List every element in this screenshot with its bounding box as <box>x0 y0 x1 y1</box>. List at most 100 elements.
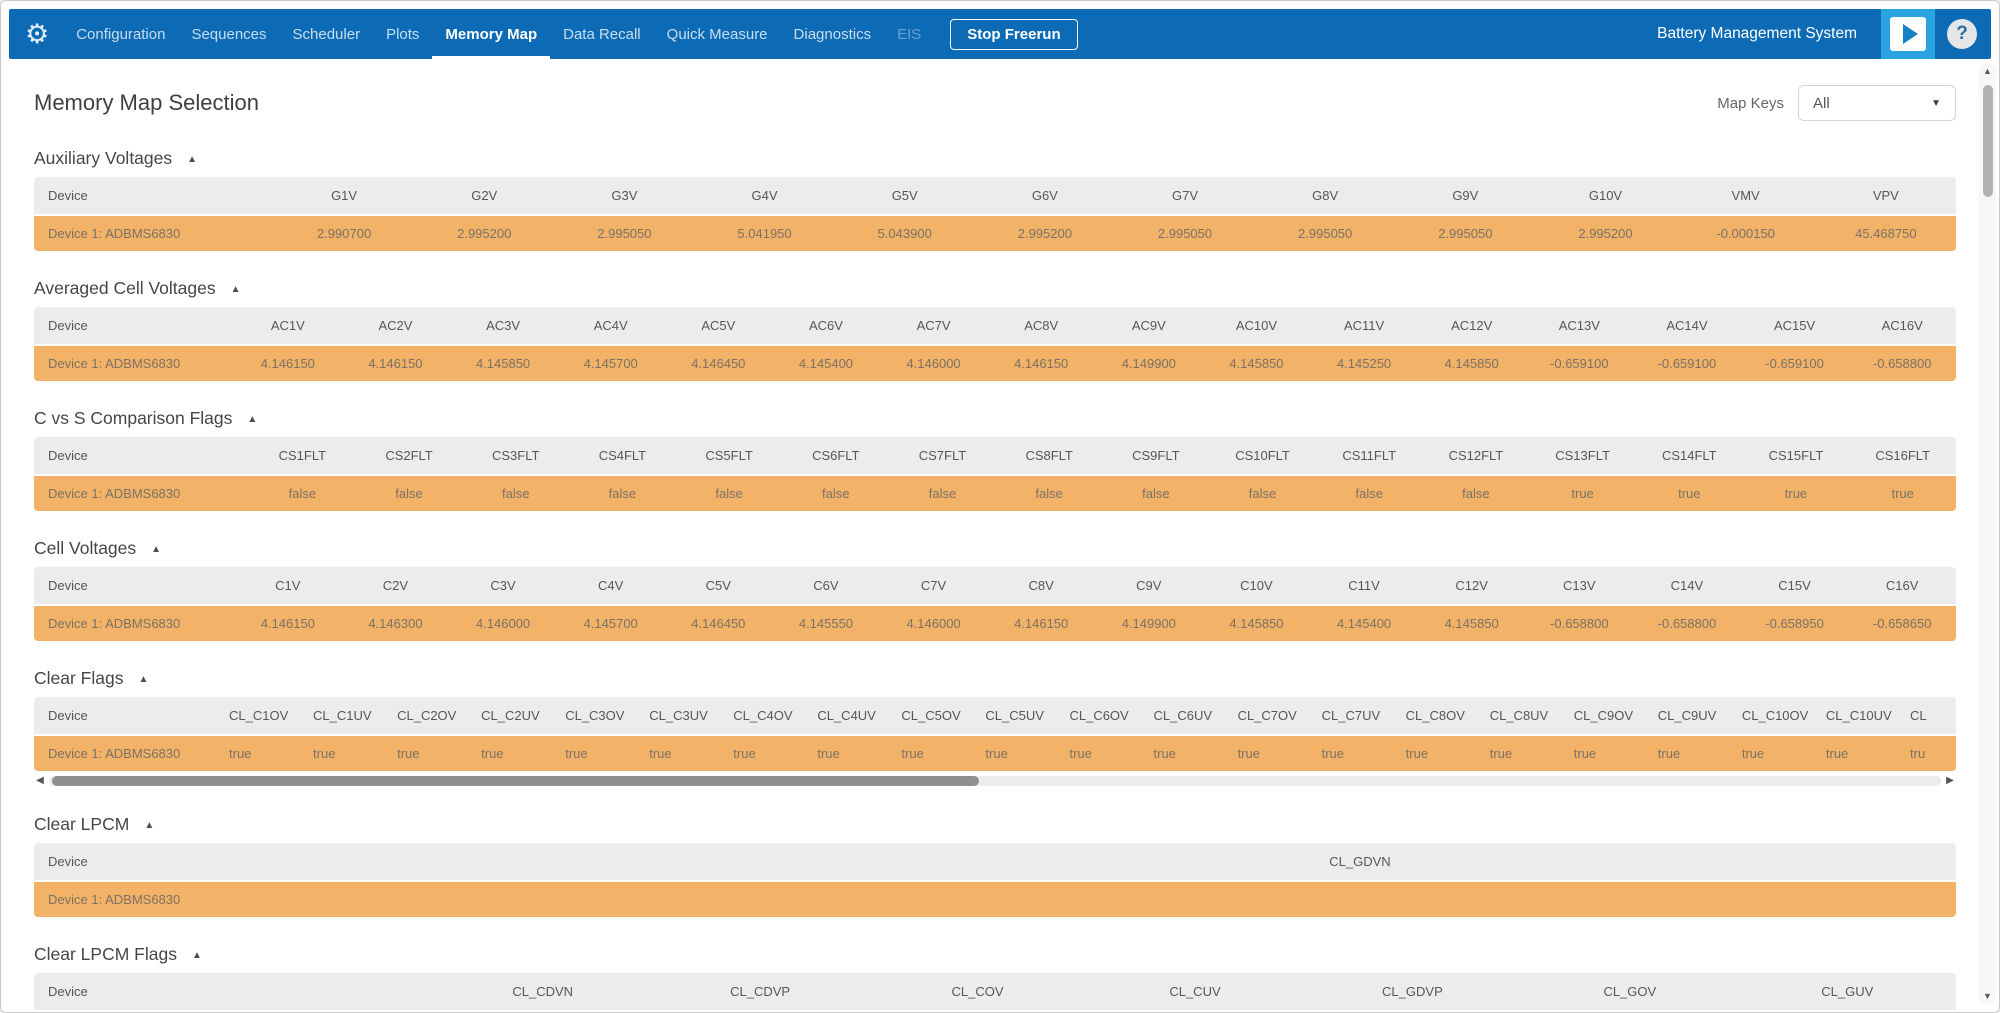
table-row[interactable]: Device 1: ADBMS6830 <box>34 880 1956 917</box>
play-icon <box>1890 17 1926 51</box>
page-title: Memory Map Selection <box>34 90 259 115</box>
value-cell: 45.468750 <box>1815 214 1956 251</box>
run-button[interactable] <box>1881 9 1935 59</box>
value-cell: true <box>1563 734 1648 771</box>
collapse-icon[interactable]: ▲ <box>144 820 155 831</box>
column-header: G7V <box>1114 177 1256 215</box>
value-cell: 4.145550 <box>772 604 880 641</box>
value-cell: 2.995200 <box>1535 214 1676 251</box>
value-cell: true <box>471 734 556 771</box>
value-cell: true <box>1227 734 1312 771</box>
value-cell: 5.041950 <box>694 214 835 251</box>
scroll-right-icon[interactable]: ▶ <box>1946 775 1954 786</box>
value-cell: 2.995200 <box>414 214 555 251</box>
value-cell: -0.658800 <box>1525 604 1634 641</box>
column-header: G4V <box>694 177 835 215</box>
column-header: G3V <box>554 177 695 215</box>
value-cell: true <box>1529 474 1636 511</box>
horizontal-scrollbar[interactable]: ◀ ▶ <box>34 774 1956 787</box>
value-cell: false <box>1422 474 1530 511</box>
column-header: C16V <box>1848 567 1956 605</box>
data-table: Device C1V C2V C3V C4V C5V C6V C7V C8V C9V C10V C11… <box>34 567 1956 641</box>
value-cell: true <box>1731 734 1816 771</box>
table-row[interactable]: Device 1: ADBMS6830 true true true true true t… <box>34 734 1956 771</box>
map-keys-group: Map Keys All ▼ <box>1717 85 1956 121</box>
column-header: CL_GOV <box>1521 973 1739 1011</box>
nav-item-sequences[interactable]: Sequences <box>191 25 267 43</box>
column-header: CL_C4UV <box>807 697 892 735</box>
nav-item-eis: EIS <box>897 25 922 43</box>
value-cell: 4.146150 <box>234 344 342 381</box>
column-header: C13V <box>1525 567 1634 605</box>
collapse-icon[interactable]: ▲ <box>187 154 198 165</box>
column-header: AC2V <box>341 307 450 345</box>
horizontal-scroll-thumb[interactable] <box>52 775 980 786</box>
value-cell: true <box>1059 734 1144 771</box>
value-cell: 2.995050 <box>1114 214 1256 251</box>
value-cell: true <box>1849 474 1956 511</box>
table-row[interactable]: Device 1: ADBMS6830 false false false false f… <box>34 474 1956 511</box>
value-cell: 4.149900 <box>1095 604 1203 641</box>
collapse-icon[interactable]: ▲ <box>191 950 202 961</box>
nav-item-memory-map[interactable]: Memory Map <box>432 9 551 59</box>
value-cell: true <box>807 734 892 771</box>
horizontal-scroll-track[interactable] <box>49 775 1941 786</box>
column-header: CL_C8UV <box>1479 697 1564 735</box>
section-title: Cell Voltages <box>34 538 137 558</box>
column-header: CS12FLT <box>1422 437 1530 475</box>
table-row[interactable]: Device 1: ADBMS6830 2.990700 2.995200 2.995… <box>34 214 1956 251</box>
nav-item-scheduler[interactable]: Scheduler <box>292 25 361 43</box>
nav-item-configuration[interactable]: Configuration <box>76 25 166 43</box>
scroll-up-icon[interactable]: ▲ <box>1983 66 1992 76</box>
device-cell: Device 1: ADBMS6830 <box>34 734 219 771</box>
section-averaged-cell-voltages: Averaged Cell Voltages ▲ Device AC1V AC2V AC3… <box>34 278 1956 381</box>
column-header: CL_C10UV <box>1815 697 1900 735</box>
column-header: G2V <box>414 177 555 215</box>
column-header: CL_CUV <box>1086 973 1304 1011</box>
value-cell: true <box>387 734 472 771</box>
stop-freerun-button[interactable]: Stop Freerun <box>950 18 1078 50</box>
data-table: Device CL_C1OV CL_C1UV CL_C2OV CL_C2UV CL_C3O… <box>34 697 1956 771</box>
value-cell: -0.658800 <box>1848 344 1956 381</box>
column-header: CL_C5UV <box>975 697 1060 735</box>
column-header: AC14V <box>1633 307 1741 345</box>
value-cell: 2.995050 <box>1255 214 1396 251</box>
value-cell <box>1738 1010 1956 1012</box>
column-header: VMV <box>1675 177 1816 215</box>
vertical-scroll-thumb[interactable] <box>1982 85 1993 197</box>
table-row[interactable]: Device 1: ADBMS6830 4.146150 4.146300 4.146… <box>34 604 1956 641</box>
help-icon[interactable]: ? <box>1947 19 1977 49</box>
column-header: C6V <box>772 567 880 605</box>
map-keys-dropdown[interactable]: All ▼ <box>1798 85 1956 121</box>
table-row[interactable]: Device 1: ADBMS6830 4.146150 4.146150 4.145… <box>34 344 1956 381</box>
column-header: CS5FLT <box>675 437 783 475</box>
nav-item-plots[interactable]: Plots <box>386 25 420 43</box>
value-cell: true <box>1395 734 1480 771</box>
collapse-icon[interactable]: ▲ <box>230 284 241 295</box>
nav-item-quick-measure[interactable]: Quick Measure <box>666 25 768 43</box>
vertical-scrollbar[interactable]: ▲ ▼ <box>1979 63 1996 1004</box>
column-header: C7V <box>879 567 988 605</box>
collapse-icon[interactable]: ▲ <box>247 414 258 425</box>
value-cell: true <box>639 734 724 771</box>
nav-item-diagnostics[interactable]: Diagnostics <box>793 25 872 43</box>
main-content: Memory Map Selection Map Keys All ▼ Auxi… <box>1 59 1975 1012</box>
column-header: CL_COV <box>868 973 1087 1011</box>
nav-item-data-recall[interactable]: Data Recall <box>563 25 641 43</box>
column-header: AC8V <box>987 307 1095 345</box>
value-cell: true <box>303 734 388 771</box>
scroll-left-icon[interactable]: ◀ <box>36 775 44 786</box>
table-row[interactable] <box>34 1010 1956 1012</box>
value-cell: false <box>355 474 463 511</box>
column-header: AC11V <box>1310 307 1418 345</box>
scroll-down-icon[interactable]: ▼ <box>1983 991 1992 1001</box>
data-table: Device G1V G2V G3V G4V G5V G6V G7V G8V G9V G10V VMV… <box>34 177 1956 251</box>
value-cell: 4.146000 <box>879 344 988 381</box>
collapse-icon[interactable]: ▲ <box>138 674 149 685</box>
column-header: CL_C9UV <box>1647 697 1732 735</box>
value-cell: 2.995050 <box>554 214 695 251</box>
gear-icon[interactable]: ⚙ <box>25 18 50 49</box>
value-cell: true <box>1311 734 1396 771</box>
collapse-icon[interactable]: ▲ <box>151 544 162 555</box>
